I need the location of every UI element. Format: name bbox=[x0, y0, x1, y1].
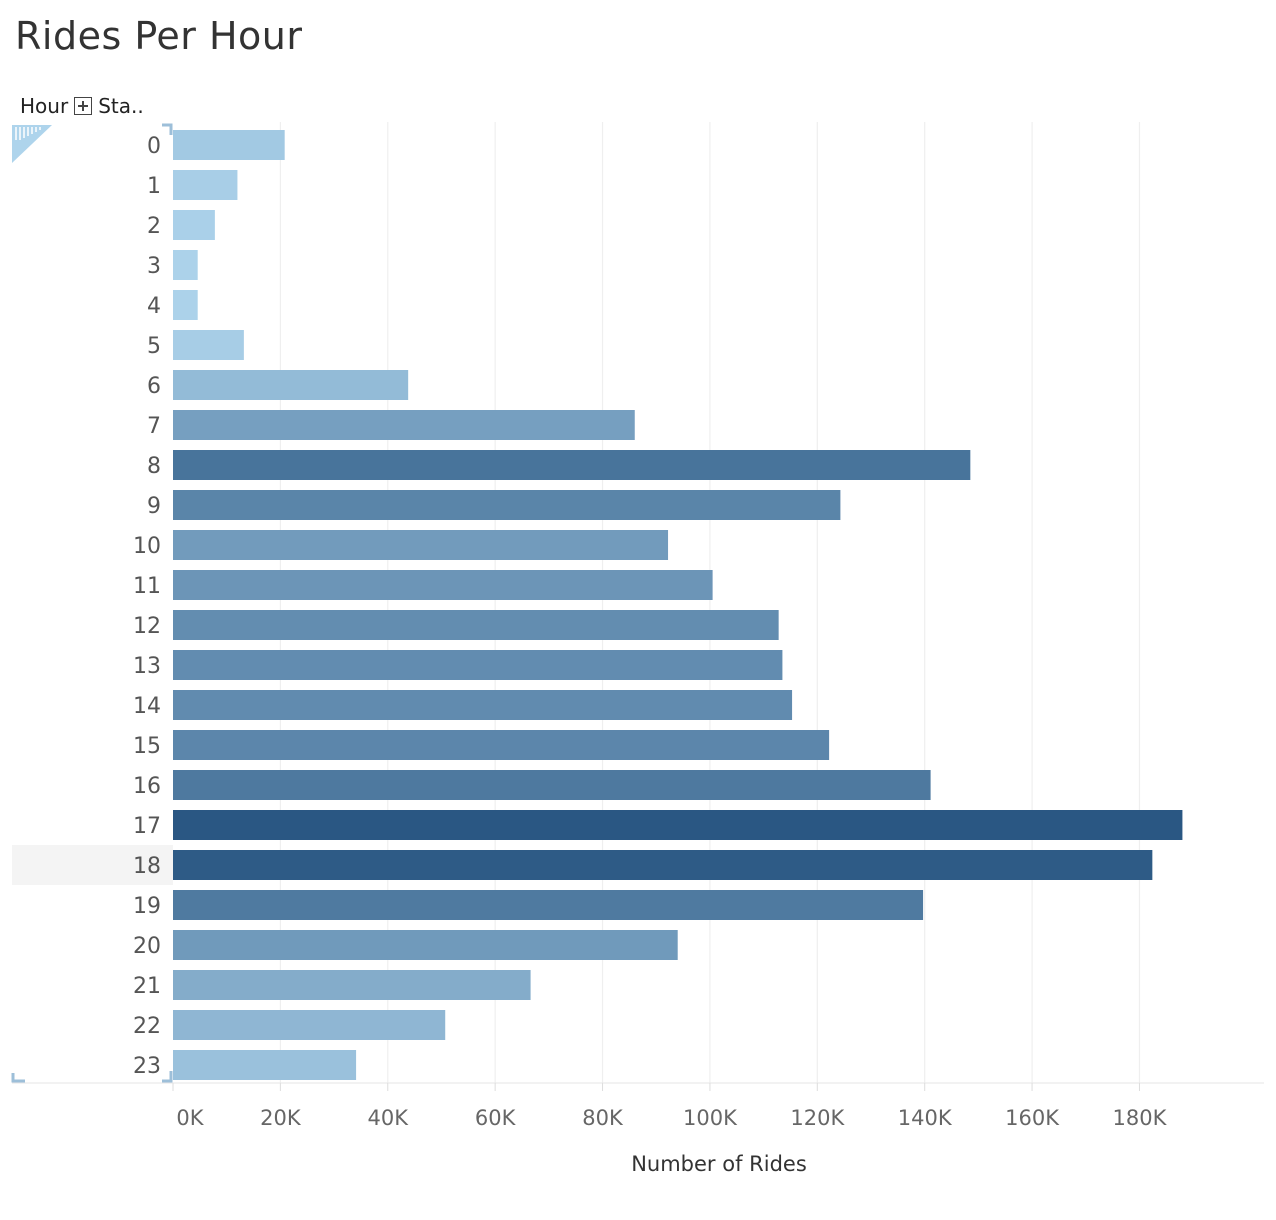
row-label-hour-21[interactable]: 21 bbox=[133, 974, 161, 999]
row-label-hour-15[interactable]: 15 bbox=[133, 734, 161, 759]
row-label-hour-7[interactable]: 7 bbox=[147, 414, 161, 439]
row-label-hour-11[interactable]: 11 bbox=[133, 574, 161, 599]
column-header: Hour Sta.. bbox=[20, 94, 144, 118]
row-highlight bbox=[12, 845, 173, 885]
expand-plus-icon[interactable] bbox=[74, 97, 93, 115]
row-label-hour-13[interactable]: 13 bbox=[133, 654, 161, 679]
bar-hour-0[interactable] bbox=[173, 130, 285, 160]
header-hour-label[interactable]: Hour bbox=[20, 94, 69, 118]
bar-hour-17[interactable] bbox=[173, 810, 1183, 840]
bar-hour-8[interactable] bbox=[173, 450, 971, 480]
selection-marks bbox=[11, 123, 173, 1083]
x-tick-label: 0K bbox=[176, 1106, 204, 1130]
x-tick-label: 20K bbox=[260, 1106, 302, 1130]
row-label-hour-12[interactable]: 12 bbox=[133, 614, 161, 639]
bar-hour-13[interactable] bbox=[173, 650, 783, 680]
bar-hour-6[interactable] bbox=[173, 370, 409, 400]
x-axis-title: Number of Rides bbox=[631, 1152, 807, 1176]
x-tick-label: 140K bbox=[898, 1106, 953, 1130]
x-tick-label: 60K bbox=[475, 1106, 517, 1130]
bar-hour-4[interactable] bbox=[173, 290, 198, 320]
sort-indicator-icon[interactable] bbox=[12, 125, 52, 163]
bar-hour-1[interactable] bbox=[173, 170, 238, 200]
row-label-hour-1[interactable]: 1 bbox=[147, 174, 161, 199]
bar-hour-22[interactable] bbox=[173, 1010, 446, 1040]
row-label-hour-9[interactable]: 9 bbox=[147, 494, 161, 519]
bar-hour-10[interactable] bbox=[173, 530, 669, 560]
x-tick-label: 80K bbox=[582, 1106, 624, 1130]
bar-hour-16[interactable] bbox=[173, 770, 931, 800]
corner-mark-bottom-right bbox=[162, 1071, 173, 1083]
bar-hour-5[interactable] bbox=[173, 330, 244, 360]
chart-title: Rides Per Hour bbox=[15, 14, 303, 58]
header-station-label[interactable]: Sta.. bbox=[98, 94, 144, 118]
x-axis-ticks: 0K 20K 40K 60K 80K 100K 120K 140K 160K 180K bbox=[172, 1083, 1168, 1130]
row-label-hour-8[interactable]: 8 bbox=[147, 454, 161, 479]
row-label-hour-14[interactable]: 14 bbox=[133, 694, 161, 719]
row-label-hour-23[interactable]: 23 bbox=[133, 1054, 161, 1079]
row-label-hour-20[interactable]: 20 bbox=[133, 934, 161, 959]
gridlines bbox=[279, 122, 1141, 1083]
row-label-hour-2[interactable]: 2 bbox=[147, 214, 161, 239]
row-label-hour-19[interactable]: 19 bbox=[133, 894, 161, 919]
bar-hour-18[interactable] bbox=[173, 850, 1153, 880]
row-label-hour-16[interactable]: 16 bbox=[133, 774, 161, 799]
corner-mark-bottom-left bbox=[11, 1073, 25, 1083]
row-label-hour-10[interactable]: 10 bbox=[133, 534, 161, 559]
bar-hour-23[interactable] bbox=[173, 1050, 357, 1080]
bar-hour-15[interactable] bbox=[173, 730, 830, 760]
bar-hour-2[interactable] bbox=[173, 210, 215, 240]
sort-indicator-stripes-icon bbox=[15, 127, 41, 140]
row-label-hour-3[interactable]: 3 bbox=[147, 254, 161, 279]
row-label-hour-5[interactable]: 5 bbox=[147, 334, 161, 359]
bar-hour-7[interactable] bbox=[173, 410, 635, 440]
row-label-hour-4[interactable]: 4 bbox=[147, 294, 161, 319]
bars bbox=[173, 130, 1183, 1080]
row-label-hour-18[interactable]: 18 bbox=[133, 854, 161, 879]
row-label-hour-22[interactable]: 22 bbox=[133, 1014, 161, 1039]
bar-hour-11[interactable] bbox=[173, 570, 713, 600]
bar-hour-19[interactable] bbox=[173, 890, 924, 920]
bar-hour-12[interactable] bbox=[173, 610, 779, 640]
x-tick-label: 40K bbox=[368, 1106, 410, 1130]
bar-hour-3[interactable] bbox=[173, 250, 198, 280]
bar-hour-21[interactable] bbox=[173, 970, 531, 1000]
row-label-hour-6[interactable]: 6 bbox=[147, 374, 161, 399]
x-tick-label: 100K bbox=[683, 1106, 738, 1130]
corner-mark-top-right bbox=[162, 123, 173, 135]
x-tick-label: 160K bbox=[1005, 1106, 1060, 1130]
x-tick-label: 120K bbox=[790, 1106, 845, 1130]
bar-hour-20[interactable] bbox=[173, 930, 678, 960]
row-label-hour-17[interactable]: 17 bbox=[133, 814, 161, 839]
bar-hour-9[interactable] bbox=[173, 490, 841, 520]
x-tick-label: 180K bbox=[1113, 1106, 1168, 1130]
row-label-hour-0[interactable]: 0 bbox=[147, 134, 161, 159]
bar-hour-14[interactable] bbox=[173, 690, 793, 720]
